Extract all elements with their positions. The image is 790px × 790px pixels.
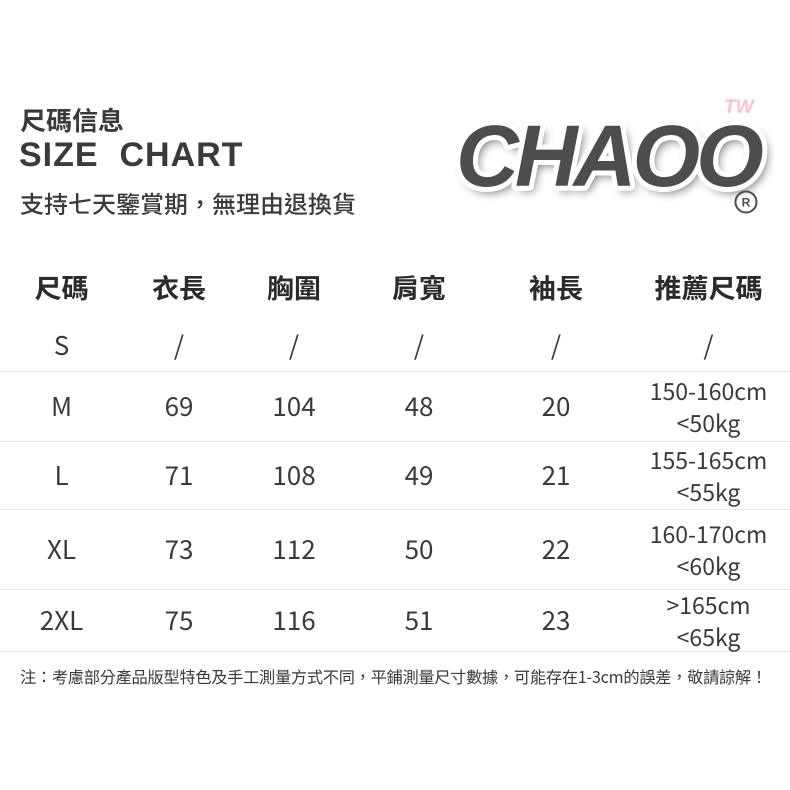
svg-text:TW: TW [724,97,756,118]
svg-text:CHAOO: CHAOO [456,108,763,205]
svg-text:R: R [742,196,751,210]
